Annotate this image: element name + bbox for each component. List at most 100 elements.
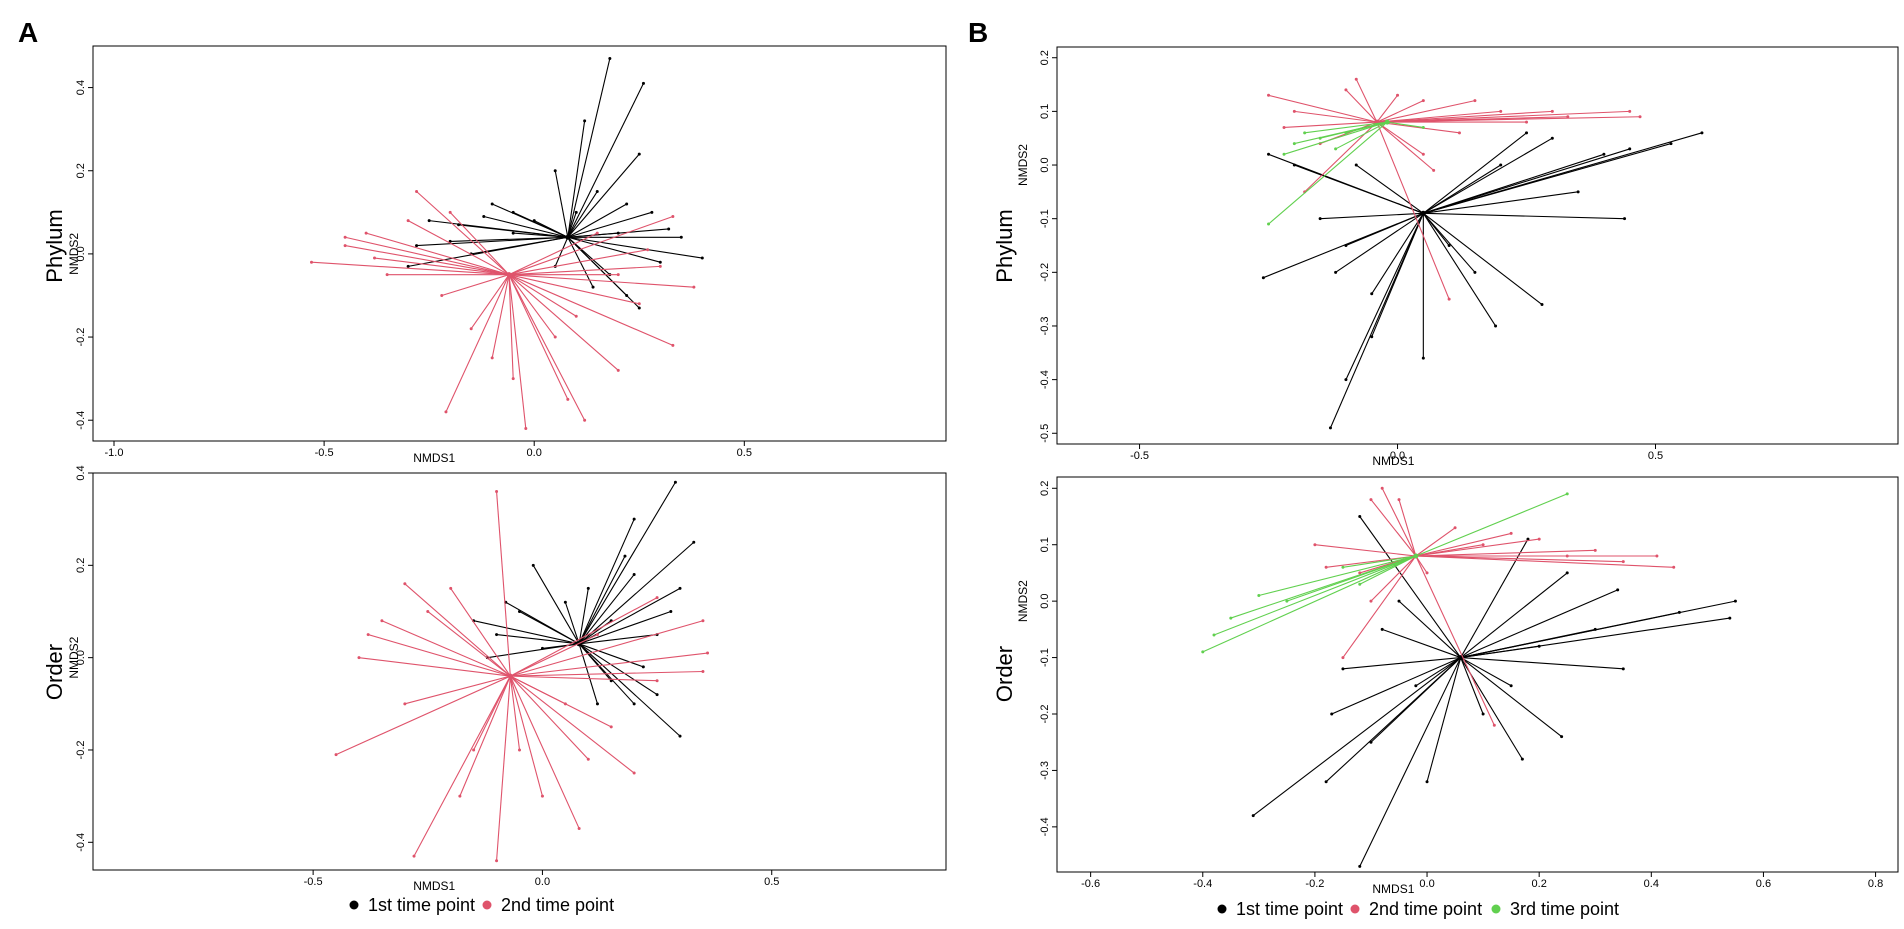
data-point: [1550, 109, 1554, 113]
data-point: [1303, 131, 1307, 135]
data-point: [1566, 115, 1570, 119]
spider-line: [344, 236, 510, 276]
spider-line: [567, 83, 644, 238]
spider-line: [459, 675, 511, 797]
data-point: [577, 826, 581, 830]
row-label: Order: [992, 646, 1017, 702]
data-point: [518, 748, 521, 752]
spider-line: [1376, 121, 1424, 155]
spider-line: [1202, 555, 1417, 653]
data-point: [616, 368, 620, 372]
data-point: [1370, 335, 1374, 339]
plot-a-order: -0.5 0.0 0.5 -0.4 -0.2 0.0 0.2 0.4 NMDS1 NMDS2Ord…: [42, 465, 947, 893]
spider-line: [1376, 100, 1476, 123]
data-point: [625, 202, 629, 206]
spider-line: [509, 675, 635, 774]
spider-line: [1376, 110, 1553, 123]
x-tick-label: 0.6: [1756, 878, 1771, 890]
spider-line: [358, 657, 511, 677]
data-point: [671, 343, 675, 347]
data-point: [1330, 712, 1334, 716]
data-point: [1481, 712, 1485, 716]
data-point: [1733, 599, 1737, 603]
x-tick-label: 0.0: [1419, 878, 1434, 890]
data-point: [1414, 684, 1418, 688]
y-tick-label: -0.2: [75, 328, 87, 347]
data-point: [1369, 740, 1373, 744]
spider-line: [404, 675, 511, 705]
data-point: [373, 256, 377, 260]
spider-line: [449, 211, 510, 276]
data-point: [632, 702, 636, 706]
spider-line: [381, 620, 511, 677]
spider-line: [491, 274, 510, 358]
spider-line: [427, 611, 511, 677]
y-tick-label: 0.0: [75, 650, 87, 665]
data-point: [1473, 270, 1477, 274]
x-axis-title: NMDS1: [1372, 454, 1414, 468]
data-point: [412, 854, 416, 858]
data-point: [524, 427, 528, 431]
spider-line: [567, 153, 640, 238]
spider-line: [1359, 657, 1462, 867]
spider-line: [374, 257, 510, 276]
data-point: [1397, 599, 1401, 603]
spider-line: [1460, 657, 1512, 687]
row-label: Phylum: [992, 209, 1017, 282]
data-point: [586, 586, 590, 590]
data-point: [1212, 633, 1216, 637]
y-axis-title: NMDS2: [67, 233, 81, 275]
y-tick-label: 0.2: [1039, 481, 1051, 496]
group-centroid: [1413, 553, 1419, 559]
data-point: [595, 633, 599, 637]
spider-line: [578, 574, 635, 645]
data-point: [553, 169, 557, 173]
spider-line: [1415, 657, 1461, 687]
data-point: [1201, 650, 1205, 654]
spider-line: [510, 597, 658, 677]
legend-label: 1st time point: [1236, 899, 1343, 919]
y-tick-label: -0.1: [1039, 648, 1051, 667]
row-label: Order: [42, 644, 67, 700]
data-point: [1318, 217, 1322, 221]
data-point: [574, 210, 578, 214]
spider-line: [512, 211, 569, 238]
spider-line: [445, 274, 510, 413]
series-2: [310, 190, 696, 431]
spider-line: [578, 555, 626, 645]
data-point: [669, 609, 673, 613]
y-tick-label: 0.0: [1039, 593, 1051, 608]
data-point: [1344, 88, 1348, 92]
data-point: [490, 356, 494, 360]
data-point: [1358, 515, 1362, 518]
data-point: [632, 517, 636, 521]
data-point: [1282, 152, 1286, 156]
spider-line: [578, 541, 695, 645]
data-point: [591, 285, 595, 289]
data-point: [1520, 757, 1524, 761]
spider-line: [508, 274, 514, 379]
data-point: [1396, 93, 1400, 97]
data-point: [595, 231, 599, 235]
data-point: [595, 190, 599, 194]
spider-line: [1376, 110, 1630, 123]
spider-line: [567, 236, 628, 296]
y-tick-label: -0.1: [1039, 209, 1051, 228]
panel-letter-b: B: [968, 17, 988, 48]
data-point: [495, 633, 499, 637]
data-point: [1621, 560, 1625, 564]
data-point: [511, 210, 515, 214]
spider-line: [1415, 532, 1512, 557]
legend-a: 1st time point 2nd time point: [349, 895, 614, 915]
spider-line: [567, 58, 611, 238]
spider-line: [1376, 100, 1424, 123]
data-point: [1525, 131, 1529, 135]
spider-line: [1415, 544, 1484, 557]
plot-b-order: -0.6 -0.4 -0.2 0.0 0.2 0.4 0.6 0.8 -0.4 -0.3 -0.2 -…: [992, 476, 1899, 896]
data-point: [616, 273, 620, 277]
y-axis-title: NMDS2: [67, 636, 81, 678]
data-point: [1421, 356, 1425, 360]
spider-line: [1335, 121, 1388, 150]
data-point: [1540, 303, 1544, 307]
spider-line: [564, 602, 580, 644]
